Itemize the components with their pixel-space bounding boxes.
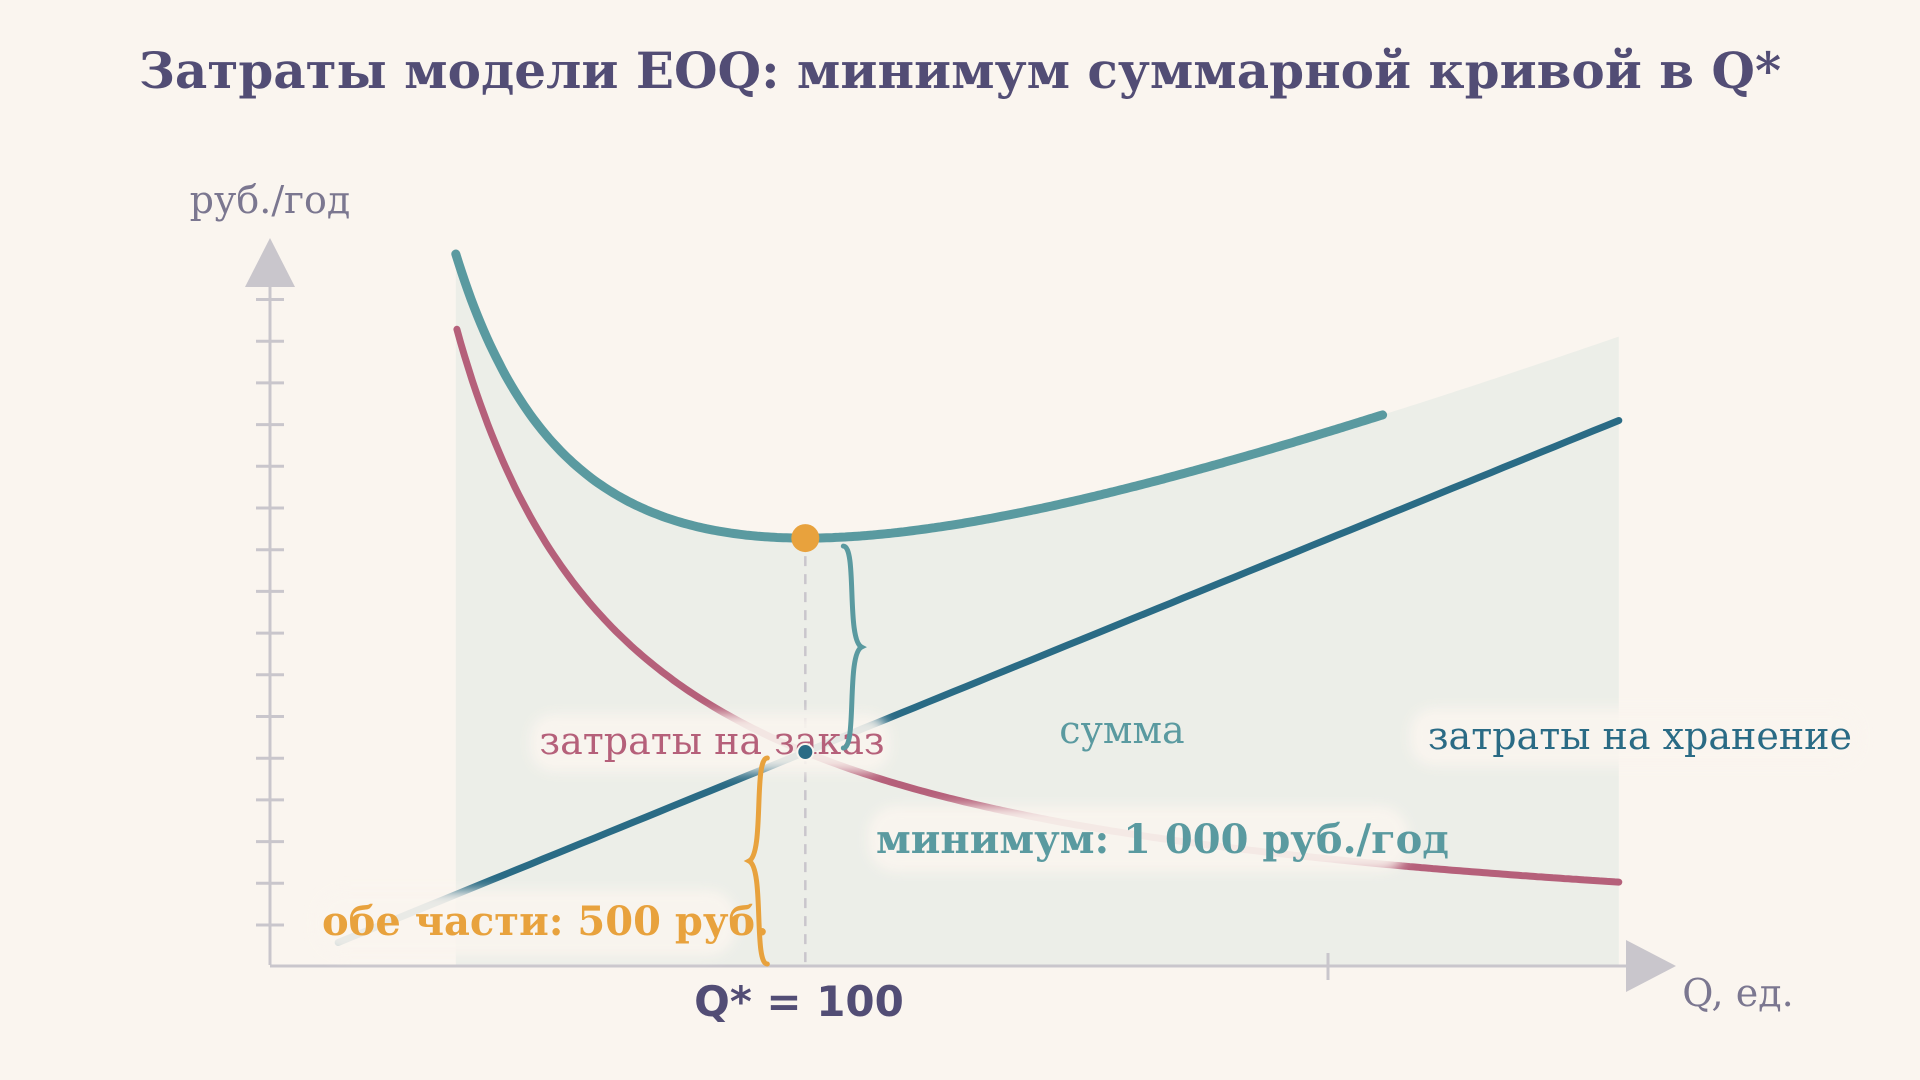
x-axis-label: Q, ед.: [1682, 971, 1793, 1015]
label-ordering-cost: затраты на заказ: [539, 719, 884, 763]
series-total-cost: [451, 249, 1388, 543]
y-axis-arrow: [245, 238, 295, 287]
y-axis-label: руб./год: [190, 178, 351, 222]
label-holding-cost-group: затраты на хранение: [1410, 708, 1860, 766]
label-total-cost: сумма: [1059, 708, 1184, 752]
curves-intersection-point: [796, 743, 815, 762]
series-holding-cost: [334, 417, 1623, 946]
chart-title: Затраты модели EOQ: минимум суммарной кр…: [139, 41, 1781, 100]
minimum-callout: минимум: 1 000 руб./год: [876, 816, 1449, 863]
qstar-label: Q* = 100: [694, 977, 904, 1026]
parts-callout-group: обе части: 500 руб.: [316, 890, 769, 956]
x-axis-arrow: [1626, 940, 1676, 992]
label-ordering-cost-group: затраты на заказ: [530, 714, 890, 772]
parts-brace: [743, 755, 770, 967]
parts-callout: обе части: 500 руб.: [322, 898, 769, 945]
label-holding-cost: затраты на хранение: [1428, 714, 1852, 758]
axes: [245, 238, 1676, 992]
y-axis-ticks: [256, 298, 284, 927]
minimum-gap-brace: [840, 543, 867, 751]
total-cost-minimum-point: [791, 524, 820, 553]
minimum-callout-group: минимум: 1 000 руб./год: [868, 806, 1449, 872]
